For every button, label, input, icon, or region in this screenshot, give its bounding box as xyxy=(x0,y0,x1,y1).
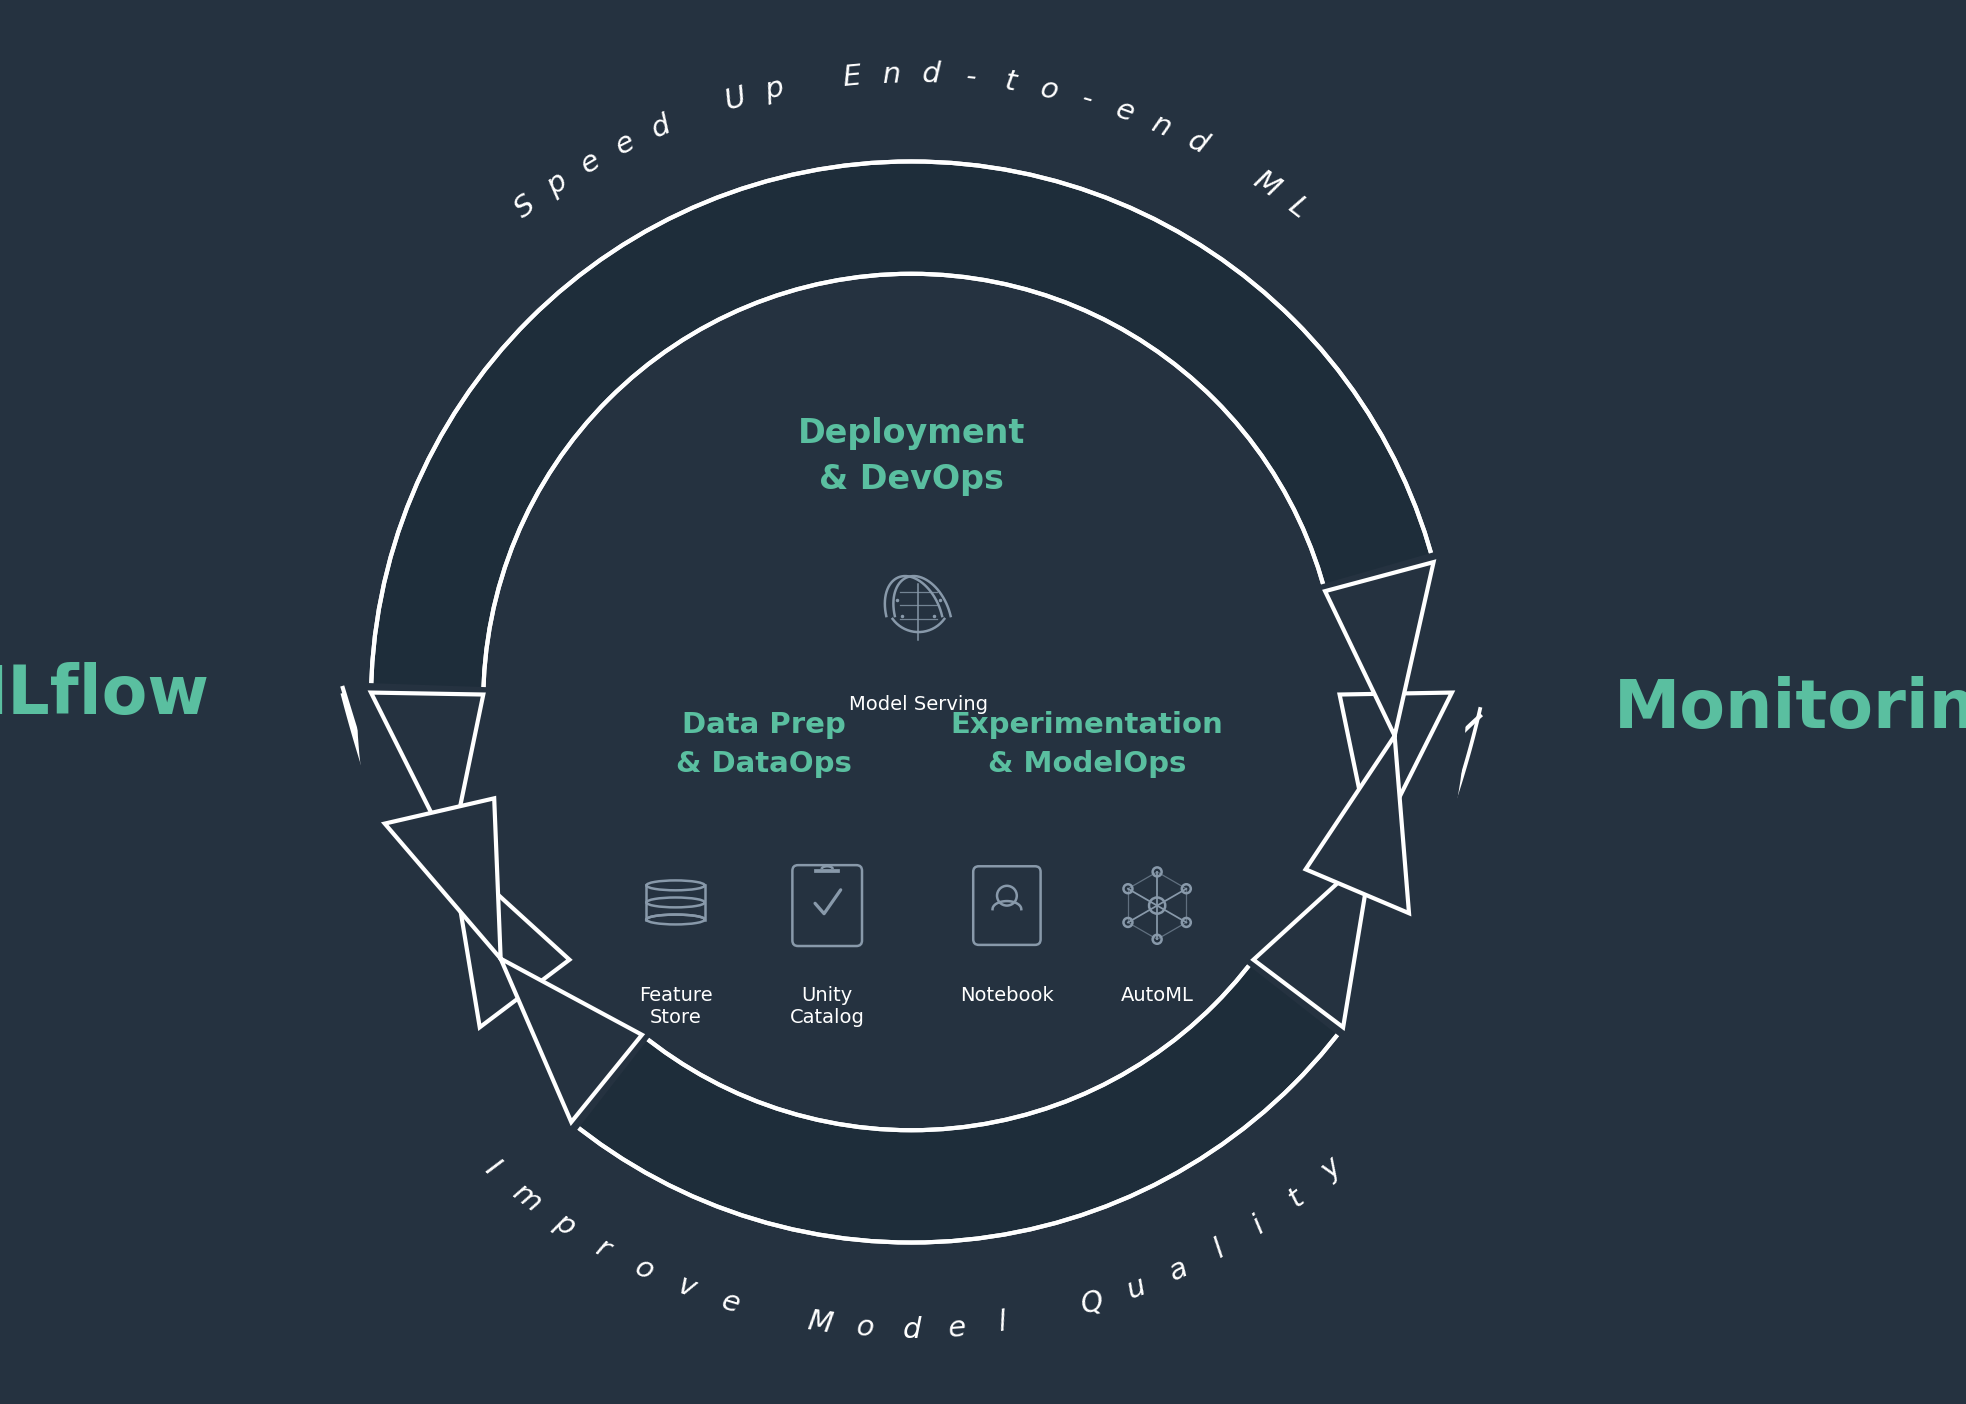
Text: e: e xyxy=(1113,95,1138,128)
Polygon shape xyxy=(1239,549,1467,1043)
Polygon shape xyxy=(1254,692,1453,1028)
Text: u: u xyxy=(1123,1272,1150,1304)
Text: a: a xyxy=(1164,1254,1193,1286)
Text: v: v xyxy=(674,1272,700,1304)
Polygon shape xyxy=(1254,692,1453,1028)
Text: Monitoring: Monitoring xyxy=(1614,675,1966,743)
Text: e: e xyxy=(576,146,606,180)
Text: E: E xyxy=(841,62,863,93)
Text: M: M xyxy=(806,1307,834,1338)
Text: t: t xyxy=(1284,1184,1309,1213)
Text: d: d xyxy=(922,60,942,88)
Text: d: d xyxy=(647,110,674,143)
Text: l: l xyxy=(997,1309,1009,1337)
Text: e: e xyxy=(611,126,639,160)
Text: m: m xyxy=(507,1178,547,1217)
Text: Feature
Store: Feature Store xyxy=(639,986,712,1028)
Text: L: L xyxy=(1282,191,1313,223)
Text: AutoML: AutoML xyxy=(1121,986,1193,1005)
Polygon shape xyxy=(385,799,643,1122)
Text: p: p xyxy=(549,1207,580,1241)
Text: p: p xyxy=(541,167,572,201)
Text: p: p xyxy=(761,74,786,105)
Text: o: o xyxy=(631,1254,659,1286)
Text: Q: Q xyxy=(1077,1286,1107,1320)
Text: y: y xyxy=(1315,1153,1347,1185)
Circle shape xyxy=(484,274,1339,1130)
Text: t: t xyxy=(1003,67,1018,97)
Text: Unity
Catalog: Unity Catalog xyxy=(790,986,865,1028)
Text: e: e xyxy=(718,1287,743,1318)
Text: M: M xyxy=(1248,166,1284,202)
Polygon shape xyxy=(385,799,643,1122)
Text: U: U xyxy=(722,83,749,117)
Text: -: - xyxy=(963,63,977,91)
Text: -: - xyxy=(1079,84,1097,115)
Polygon shape xyxy=(1305,562,1433,913)
Text: l: l xyxy=(1209,1234,1231,1264)
Text: S: S xyxy=(509,191,541,225)
Polygon shape xyxy=(372,692,570,1028)
Text: n: n xyxy=(883,60,900,88)
Text: r: r xyxy=(592,1234,615,1264)
Text: o: o xyxy=(1038,74,1062,105)
Text: d: d xyxy=(902,1316,920,1344)
Text: Notebook: Notebook xyxy=(959,986,1054,1005)
Polygon shape xyxy=(358,682,657,1139)
Text: o: o xyxy=(855,1313,875,1342)
Text: e: e xyxy=(948,1313,967,1342)
Text: I: I xyxy=(480,1155,503,1182)
Text: Deployment
& DevOps: Deployment & DevOps xyxy=(798,417,1024,496)
Text: Experimentation
& ModelOps: Experimentation & ModelOps xyxy=(952,710,1223,778)
Text: Data Prep
& DataOps: Data Prep & DataOps xyxy=(676,710,851,778)
Text: i: i xyxy=(1248,1210,1270,1238)
Text: n: n xyxy=(1148,110,1176,143)
Text: d: d xyxy=(1184,126,1213,160)
Polygon shape xyxy=(372,692,570,1028)
Text: Model Serving: Model Serving xyxy=(849,695,989,715)
Text: MLflow: MLflow xyxy=(0,661,210,729)
Polygon shape xyxy=(1305,562,1433,913)
